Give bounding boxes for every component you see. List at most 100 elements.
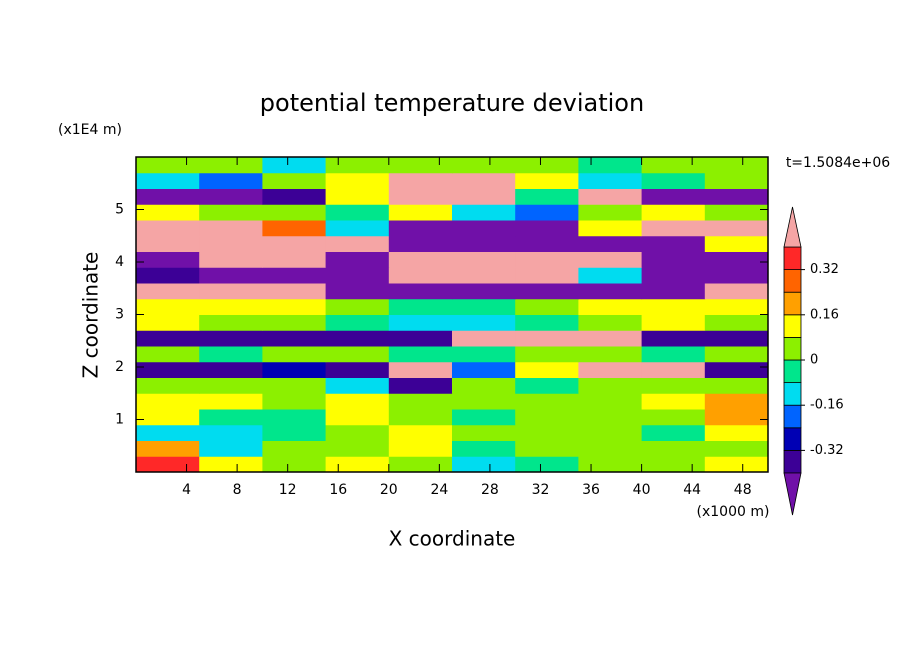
contour-cell [388, 267, 453, 284]
contour-cell [515, 283, 579, 300]
contour-cell [515, 314, 579, 331]
contour-cell [325, 235, 390, 252]
contour-cell [641, 409, 706, 426]
contour-cell [704, 314, 769, 331]
contour-cell [704, 456, 769, 473]
contour-cell [388, 283, 453, 300]
contour-cell [704, 283, 769, 300]
contour-cell [136, 440, 200, 457]
contour-cell [325, 409, 390, 426]
contour-cell [515, 251, 579, 268]
contour-cell [515, 424, 579, 441]
contour-cell [578, 330, 643, 347]
colorbar-tick-label: 0.32 [810, 262, 839, 277]
colorbar-extend-bottom [783, 472, 802, 516]
contour-cell [578, 393, 643, 410]
contour-cell [388, 204, 453, 221]
contour-cell [515, 361, 579, 378]
contour-cell [388, 361, 453, 378]
contour-cell [262, 267, 327, 284]
chart-title: potential temperature deviation [260, 89, 644, 117]
contour-cell [199, 440, 263, 457]
contour-cell [704, 172, 769, 189]
contour-cell [136, 393, 200, 410]
contour-cell [325, 377, 390, 394]
contour-cell [515, 172, 579, 189]
contour-cell [199, 409, 263, 426]
contour-cell [136, 409, 200, 426]
contour-cell [199, 298, 263, 315]
contour-cell [641, 314, 706, 331]
contour-cell [199, 188, 263, 205]
x-tick-label: 48 [734, 482, 752, 498]
contour-cell [452, 361, 516, 378]
contour-cell [388, 440, 453, 457]
contour-cell [199, 283, 263, 300]
contour-cell [452, 172, 516, 189]
contour-cell [325, 251, 390, 268]
contour-cell [515, 330, 579, 347]
colorbar-band [783, 382, 802, 406]
contour-cell [325, 424, 390, 441]
contour-cell [262, 314, 327, 331]
contour-cell [578, 456, 643, 473]
contour-cell [704, 220, 769, 237]
contour-cell [578, 314, 643, 331]
y-axis-label: Z coordinate [79, 252, 103, 379]
x-tick-label: 20 [380, 482, 398, 498]
contour-cell [325, 267, 390, 284]
contour-cell [325, 188, 390, 205]
contour-cell [388, 157, 453, 174]
x-tick-label: 8 [233, 482, 242, 498]
time-label: t=1.5084e+06 [786, 155, 890, 171]
contour-cell [641, 424, 706, 441]
contour-cell [388, 172, 453, 189]
contour-cell [578, 172, 643, 189]
contour-cell [199, 377, 263, 394]
contour-cell [452, 283, 516, 300]
contour-cell [641, 188, 706, 205]
contour-cell [452, 314, 516, 331]
x-tick-label: 12 [279, 482, 297, 498]
contour-cell [515, 220, 579, 237]
contour-cell [136, 314, 200, 331]
contour-cell [704, 346, 769, 363]
y-tick-label: 2 [115, 359, 124, 375]
contour-cell [136, 188, 200, 205]
contour-cell [388, 409, 453, 426]
contour-cell [452, 235, 516, 252]
colorbar-band [783, 449, 802, 474]
contour-cell [578, 424, 643, 441]
contour-cell [136, 251, 200, 268]
contour-cell [325, 220, 390, 237]
contour-cell [199, 393, 263, 410]
contour-cell [704, 251, 769, 268]
contour-cell [199, 157, 263, 174]
x-tick-label: 40 [633, 482, 651, 498]
contour-cell [262, 377, 327, 394]
contour-cell [578, 298, 643, 315]
contour-cell [578, 235, 643, 252]
colorbar-band [783, 404, 802, 429]
x-axis-label: X coordinate [389, 527, 516, 551]
contour-cell [704, 440, 769, 457]
contour-cell [199, 235, 263, 252]
contour-cell [388, 424, 453, 441]
y-tick-label: 4 [115, 254, 124, 270]
contour-cell [641, 330, 706, 347]
x-tick-label: 16 [329, 482, 347, 498]
contour-cell [388, 188, 453, 205]
contour-cell [199, 424, 263, 441]
contour-cell [515, 377, 579, 394]
contour-cell [325, 346, 390, 363]
contour-cell [641, 235, 706, 252]
colorbar-tick-label: -0.32 [810, 443, 844, 458]
contour-cell [136, 330, 200, 347]
x-tick-label: 4 [182, 482, 191, 498]
colorbar-band [783, 427, 802, 451]
contour-cell [452, 330, 516, 347]
contour-cell [136, 204, 200, 221]
contour-cell [325, 172, 390, 189]
contour-cell [452, 204, 516, 221]
